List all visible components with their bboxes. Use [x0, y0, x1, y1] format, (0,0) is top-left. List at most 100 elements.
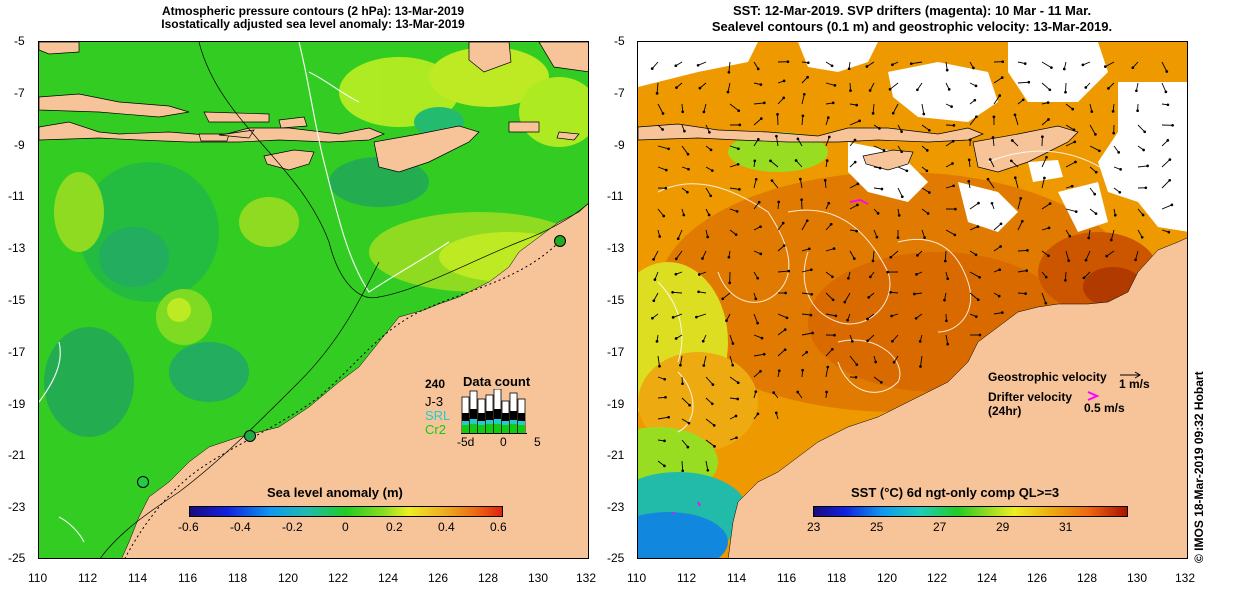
velocity-arrow	[869, 82, 875, 91]
lon-tick: 122	[927, 571, 948, 585]
velocity-arrow-head	[706, 235, 710, 239]
velocity-arrow-head	[806, 75, 809, 79]
velocity-arrow	[727, 82, 731, 93]
velocity-arrow-head	[976, 225, 980, 228]
velocity-arrow-head	[1046, 101, 1050, 104]
velocity-arrow-head	[735, 436, 738, 440]
velocity-arrow	[777, 97, 785, 105]
velocity-arrow-head	[825, 390, 828, 394]
velocity-arrow	[921, 124, 930, 131]
velocity-arrow	[844, 292, 851, 303]
velocity-arrow-head	[681, 469, 685, 473]
velocity-arrow	[728, 61, 731, 73]
drifter-velocity-label: Drifter velocity	[988, 390, 1073, 404]
velocity-arrow	[705, 187, 712, 197]
lon-tick: 130	[1127, 571, 1148, 585]
data-count-inset: 240 Data count J-3 SRL Cr2	[423, 372, 553, 452]
velocity-arrow-head	[891, 339, 894, 343]
velocity-arrow-head	[702, 110, 706, 114]
velocity-arrow-head	[992, 115, 996, 119]
velocity-arrow-head	[801, 368, 804, 372]
velocity-arrow-head	[1119, 168, 1122, 171]
velocity-arrow-head	[710, 402, 714, 406]
velocity-arrow	[1014, 177, 1019, 189]
velocity-arrow-head	[727, 255, 731, 259]
velocity-arrow	[653, 292, 659, 301]
velocity-arrow-head	[867, 296, 871, 299]
velocity-arrow-head	[847, 67, 851, 71]
sst-tick: 29	[996, 520, 1010, 534]
pressure-contours	[39, 42, 450, 543]
velocity-arrow-head	[785, 316, 789, 320]
velocity-arrow	[969, 116, 977, 126]
velocity-arrow-head	[916, 254, 919, 257]
velocity-arrow-head	[875, 235, 879, 239]
velocity-arrow-head	[1071, 107, 1075, 111]
velocity-arrow-head	[811, 331, 814, 335]
velocity-arrow-head	[802, 92, 806, 96]
drifter-velocity-sub: (24hr)	[988, 404, 1022, 418]
station-marker-2[interactable]	[244, 430, 256, 442]
velocity-arrow-head	[1048, 88, 1052, 92]
velocity-arrow-head	[708, 130, 711, 134]
velocity-arrow	[1065, 250, 1070, 261]
velocity-arrow	[921, 187, 930, 193]
velocity-arrow	[729, 376, 739, 384]
velocity-arrow-head	[853, 138, 857, 142]
velocity-arrow-head	[998, 94, 1002, 97]
velocity-arrow	[889, 82, 899, 90]
velocity-arrow-head	[1113, 213, 1117, 217]
sla-islands	[39, 42, 588, 173]
velocity-arrow	[867, 334, 875, 342]
velocity-arrow-head	[754, 177, 758, 181]
velocity-arrow-head	[891, 63, 894, 67]
velocity-arrow-head	[675, 86, 678, 89]
lat-tick: -23	[607, 500, 625, 514]
velocity-arrow-head	[738, 123, 742, 127]
velocity-arrow-head	[878, 166, 882, 170]
left-title: Atmospheric pressure contours (2 hPa): 1…	[38, 5, 588, 31]
data-count-max: 240	[425, 377, 446, 391]
velocity-arrow-head	[826, 365, 830, 369]
station-marker-3[interactable]	[137, 476, 149, 488]
velocity-arrow-head	[927, 191, 931, 194]
velocity-arrow-head	[805, 219, 809, 223]
velocity-arrow-head	[736, 397, 740, 401]
velocity-arrow-head	[951, 162, 954, 165]
velocity-arrow-head	[726, 90, 730, 94]
velocity-arrow-head	[667, 415, 670, 419]
velocity-arrow-head	[922, 112, 926, 116]
velocity-arrow-head	[687, 421, 691, 425]
velocity-arrow-head	[1164, 90, 1168, 94]
velocity-arrow-head	[834, 314, 838, 318]
velocity-arrow-head	[850, 339, 854, 343]
velocity-arrow-head	[1094, 212, 1098, 215]
station-marker-1[interactable]	[554, 235, 566, 247]
velocity-arrow-head	[1023, 62, 1027, 65]
velocity-arrow	[825, 292, 834, 301]
lon-tick: 118	[228, 571, 248, 585]
velocity-arrow-head	[986, 177, 990, 181]
sst-map-panel: Geostrophic velocity 1 m/s Drifter veloc…	[637, 41, 1188, 559]
lon-tick: 112	[677, 571, 697, 585]
velocity-arrow-head	[886, 270, 890, 274]
lat-tick: -9	[614, 138, 625, 152]
velocity-arrow-head	[1136, 109, 1139, 113]
velocity-arrow	[1017, 81, 1029, 84]
velocity-arrow-head	[1062, 67, 1066, 71]
velocity-arrow-head	[951, 139, 955, 143]
velocity-arrow	[1041, 119, 1049, 126]
velocity-arrow	[993, 77, 1003, 84]
sla-colorbar	[189, 506, 503, 517]
velocity-arrow-head	[683, 129, 686, 133]
sst-islands	[638, 123, 1079, 173]
velocity-arrow-head	[999, 245, 1002, 248]
lon-tick: 132	[576, 571, 597, 585]
sla-tick: -0.6	[178, 520, 199, 534]
velocity-arrow-head	[734, 233, 738, 236]
velocity-arrow-head	[655, 340, 659, 343]
count-bars	[461, 389, 526, 434]
velocity-arrow-head	[775, 134, 778, 138]
velocity-arrow-head	[1070, 184, 1074, 188]
velocity-arrow	[753, 334, 763, 339]
